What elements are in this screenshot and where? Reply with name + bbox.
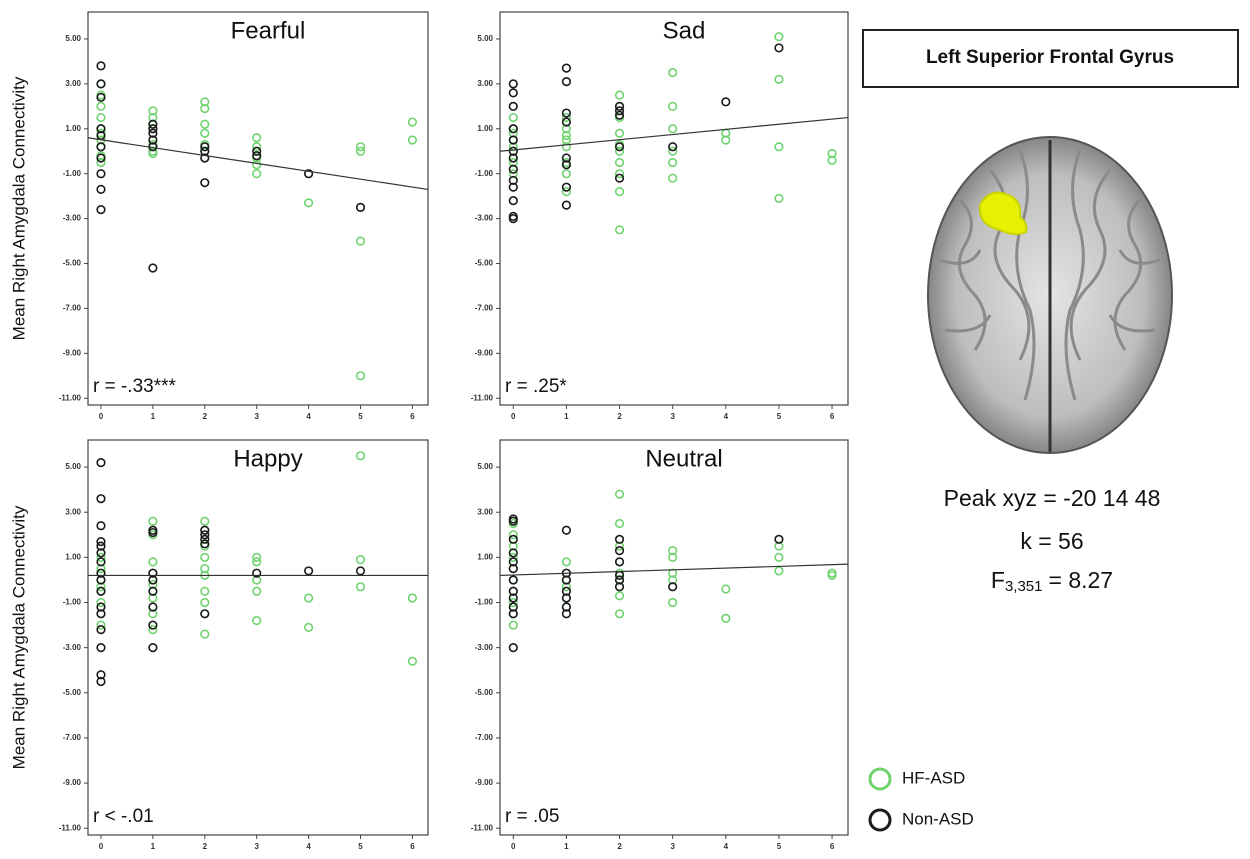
panel-title: Happy: [233, 445, 302, 472]
f-statistic: F3,351 = 8.27: [991, 567, 1113, 595]
panel-title: Neutral: [645, 445, 722, 472]
x-tick-label: 5: [358, 412, 363, 421]
y-tick-label: -7.00: [63, 733, 82, 742]
y-tick-label: -11.00: [59, 393, 82, 402]
y-tick-label: -11.00: [471, 393, 494, 402]
panel: 5.00 3.00 1.00 -1.00 -3.00 -5.00 -7.00 -9.00 -11…: [471, 440, 848, 851]
y-tick-label: -1.00: [63, 169, 82, 178]
x-tick-label: 0: [99, 842, 104, 851]
y-tick-label: 1.00: [65, 124, 81, 133]
y-tick-label: 3.00: [65, 507, 81, 516]
y-tick-label: -7.00: [475, 733, 494, 742]
x-tick-label: 1: [564, 842, 569, 851]
y-tick-label: -1.00: [475, 169, 494, 178]
f-subscript: 3,351: [1005, 578, 1043, 595]
peak-coordinates: Peak xyz = -20 14 48: [944, 485, 1161, 511]
x-tick-label: 4: [306, 412, 311, 421]
y-tick-label: -3.00: [475, 214, 494, 223]
x-tick-label: 3: [254, 842, 259, 851]
y-tick-label: -3.00: [63, 214, 82, 223]
legend-label: Non-ASD: [902, 809, 974, 828]
correlation-annotation: r = .25*: [505, 376, 567, 397]
y-tick-label: -9.00: [475, 348, 494, 357]
y-axis-label: Mean Right Amygdala Connectivity: [9, 505, 28, 769]
correlation-annotation: r = -.33***: [93, 376, 177, 397]
x-tick-label: 2: [203, 842, 208, 851]
x-tick-label: 2: [203, 412, 208, 421]
x-tick-label: 6: [410, 412, 415, 421]
x-tick-label: 3: [670, 412, 675, 421]
x-tick-label: 4: [724, 412, 729, 421]
f-value: = 8.27: [1049, 567, 1114, 593]
x-tick-label: 0: [511, 412, 516, 421]
y-tick-label: 1.00: [477, 124, 493, 133]
x-tick-label: 5: [777, 412, 782, 421]
y-tick-label: -7.00: [475, 304, 494, 313]
y-tick-label: -11.00: [59, 823, 82, 832]
y-tick-label: -11.00: [471, 823, 494, 832]
x-tick-label: 1: [564, 412, 569, 421]
y-tick-label: -1.00: [475, 598, 494, 607]
y-tick-label: 3.00: [477, 79, 493, 88]
panel-title: Fearful: [231, 17, 306, 44]
y-tick-label: -5.00: [475, 259, 494, 268]
correlation-annotation: r = .05: [505, 806, 559, 827]
x-tick-label: 5: [358, 842, 363, 851]
panel: 5.00 3.00 1.00 -1.00 -3.00 -5.00 -7.00 -9.00 -11…: [9, 12, 428, 421]
x-tick-label: 6: [830, 412, 835, 421]
x-tick-label: 0: [99, 412, 104, 421]
y-tick-label: -7.00: [63, 304, 82, 313]
x-tick-label: 3: [670, 842, 675, 851]
plot-area: [88, 440, 428, 835]
x-tick-label: 3: [254, 412, 259, 421]
y-tick-label: -5.00: [63, 688, 82, 697]
x-tick-label: 1: [151, 842, 156, 851]
y-tick-label: -3.00: [63, 643, 82, 652]
y-tick-label: 5.00: [477, 462, 493, 471]
panel: 5.00 3.00 1.00 -1.00 -3.00 -5.00 -7.00 -9.00 -11…: [9, 440, 428, 851]
plot-area: [88, 12, 428, 405]
y-tick-label: -5.00: [63, 259, 82, 268]
x-tick-label: 2: [617, 412, 622, 421]
y-tick-label: 5.00: [65, 462, 81, 471]
correlation-annotation: r < -.01: [93, 806, 154, 827]
y-tick-label: -5.00: [475, 688, 494, 697]
plot-area: [500, 440, 848, 835]
x-tick-label: 0: [511, 842, 516, 851]
y-tick-label: -3.00: [475, 643, 494, 652]
y-tick-label: -9.00: [63, 778, 82, 787]
x-tick-label: 5: [777, 842, 782, 851]
panel: 5.00 3.00 1.00 -1.00 -3.00 -5.00 -7.00 -9.00 -11…: [471, 12, 848, 421]
y-tick-label: 5.00: [65, 34, 81, 43]
y-axis-label: Mean Right Amygdala Connectivity: [9, 76, 28, 340]
x-tick-label: 1: [151, 412, 156, 421]
y-tick-label: -1.00: [63, 598, 82, 607]
x-tick-label: 6: [830, 842, 835, 851]
cluster-size: k = 56: [1020, 528, 1083, 554]
y-tick-label: 3.00: [65, 79, 81, 88]
y-tick-label: 3.00: [477, 507, 493, 516]
f-symbol: F: [991, 567, 1005, 593]
x-tick-label: 4: [306, 842, 311, 851]
x-tick-label: 6: [410, 842, 415, 851]
region-label: Left Superior Frontal Gyrus: [926, 47, 1174, 68]
panel-title: Sad: [663, 17, 706, 44]
legend-label: HF-ASD: [902, 768, 965, 787]
plot-area: [500, 12, 848, 405]
y-tick-label: 5.00: [477, 34, 493, 43]
brain-image: [928, 137, 1172, 453]
figure: Left Superior Frontal Gyrus Peak xyz = -…: [0, 0, 1250, 859]
x-tick-label: 4: [724, 842, 729, 851]
y-tick-label: -9.00: [63, 348, 82, 357]
x-tick-label: 2: [617, 842, 622, 851]
y-tick-label: -9.00: [475, 778, 494, 787]
legend-marker: [870, 810, 890, 830]
legend-marker: [870, 769, 890, 789]
y-tick-label: 1.00: [477, 552, 493, 561]
y-tick-label: 1.00: [65, 552, 81, 561]
